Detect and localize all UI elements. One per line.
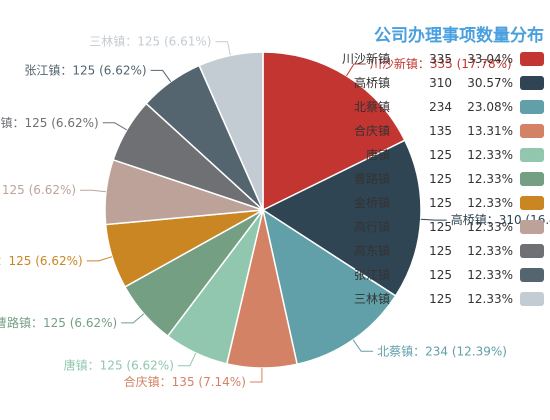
legend-name: 曹路镇 bbox=[354, 171, 390, 186]
label-leader-line bbox=[86, 256, 113, 262]
slice-label: 张江镇：125 (6.62%) bbox=[24, 63, 146, 77]
legend-swatch bbox=[520, 52, 544, 66]
legend-name: 北蔡镇 bbox=[354, 100, 390, 114]
legend: 川沙新镇 335 33.04% 高桥镇 310 30.57% 北蔡镇 234 23.08% 合庆镇… bbox=[342, 51, 544, 306]
legend-name: 高行镇 bbox=[354, 219, 390, 234]
slice-label: 曹路镇：125 (6.62%) bbox=[0, 315, 117, 330]
label-leader-line bbox=[121, 313, 145, 324]
pie-slices bbox=[104, 51, 422, 369]
legend-percent: 33.04% bbox=[467, 52, 513, 66]
legend-value: 234 bbox=[429, 100, 452, 114]
legend-percent: 23.08% bbox=[467, 100, 513, 114]
legend-swatch bbox=[520, 268, 544, 282]
chart-title: 公司办理事项数量分布 bbox=[374, 26, 544, 46]
legend-swatch bbox=[520, 196, 544, 210]
legend-item: 高桥镇 310 30.57% bbox=[354, 75, 544, 90]
label-leader-line bbox=[420, 218, 447, 221]
legend-swatch bbox=[520, 100, 544, 114]
label-leader-line bbox=[215, 41, 231, 56]
legend-swatch bbox=[520, 244, 544, 258]
legend-item: 唐镇 125 12.33% bbox=[366, 147, 544, 162]
legend-name: 唐镇 bbox=[366, 147, 390, 162]
label-leader-line bbox=[346, 63, 366, 77]
pie-slice bbox=[262, 51, 406, 212]
legend-percent: 12.33% bbox=[467, 196, 513, 210]
slice-label: 合庆镇：135 (7.14%) bbox=[124, 374, 246, 389]
label-leader-line bbox=[102, 122, 128, 131]
slice-label: 高东镇：125 (6.62%) bbox=[0, 115, 99, 130]
legend-swatch bbox=[520, 172, 544, 186]
legend-name: 高东镇 bbox=[354, 243, 390, 258]
slice-label: 唐镇：125 (6.62%) bbox=[64, 358, 174, 373]
legend-swatch bbox=[520, 76, 544, 90]
legend-percent: 30.57% bbox=[467, 76, 513, 90]
legend-value: 125 bbox=[429, 148, 452, 162]
label-leader-line bbox=[249, 368, 263, 383]
label-leader-line bbox=[80, 189, 107, 193]
legend-swatch bbox=[520, 148, 544, 162]
legend-value: 335 bbox=[429, 52, 452, 66]
legend-swatch bbox=[520, 220, 544, 234]
slice-label: 北蔡镇：234 (12.39%) bbox=[377, 344, 507, 358]
legend-value: 125 bbox=[429, 268, 452, 282]
legend-item: 金桥镇 125 12.33% bbox=[354, 195, 544, 210]
legend-name: 三林镇 bbox=[354, 292, 390, 306]
legend-percent: 12.33% bbox=[467, 244, 513, 258]
legend-item: 高东镇 125 12.33% bbox=[354, 243, 544, 258]
label-leader-line bbox=[352, 339, 374, 352]
legend-value: 125 bbox=[429, 172, 452, 186]
legend-item: 张江镇 125 12.33% bbox=[354, 268, 544, 282]
legend-value: 125 bbox=[429, 244, 452, 258]
label-leader-line bbox=[177, 352, 197, 367]
legend-item: 合庆镇 135 13.31% bbox=[354, 123, 544, 138]
legend-value: 125 bbox=[429, 220, 452, 234]
slice-label: 川沙新镇：335 (17.78%) bbox=[370, 56, 512, 71]
legend-swatch bbox=[520, 292, 544, 306]
slice-label: 三林镇：125 (6.61%) bbox=[89, 35, 211, 49]
legend-item: 川沙新镇 335 33.04% bbox=[342, 51, 544, 66]
legend-percent: 12.33% bbox=[467, 268, 513, 282]
legend-item: 高行镇 125 12.33% bbox=[354, 219, 544, 234]
legend-name: 合庆镇 bbox=[354, 123, 390, 138]
legend-percent: 12.33% bbox=[467, 172, 513, 186]
legend-percent: 13.31% bbox=[467, 124, 513, 138]
slice-label: 高行镇：125 (6.62%) bbox=[0, 182, 76, 197]
legend-percent: 12.33% bbox=[467, 292, 513, 306]
legend-name: 张江镇 bbox=[354, 268, 390, 282]
legend-value: 310 bbox=[429, 76, 452, 90]
legend-value: 125 bbox=[429, 196, 452, 210]
pie-slice bbox=[198, 51, 264, 211]
label-leader-line bbox=[150, 69, 172, 82]
slice-label: 金桥镇：125 (6.62%) bbox=[0, 253, 83, 268]
legend-value: 135 bbox=[429, 124, 452, 138]
legend-item: 北蔡镇 234 23.08% bbox=[354, 100, 544, 114]
pie-slice bbox=[261, 208, 397, 366]
legend-item: 曹路镇 125 12.33% bbox=[354, 171, 544, 186]
legend-value: 125 bbox=[429, 292, 452, 306]
legend-name: 金桥镇 bbox=[354, 195, 390, 210]
legend-percent: 12.33% bbox=[467, 220, 513, 234]
legend-percent: 12.33% bbox=[467, 148, 513, 162]
legend-name: 川沙新镇 bbox=[342, 51, 390, 66]
legend-name: 高桥镇 bbox=[354, 75, 390, 90]
legend-item: 三林镇 125 12.33% bbox=[354, 292, 544, 306]
legend-swatch bbox=[520, 124, 544, 138]
